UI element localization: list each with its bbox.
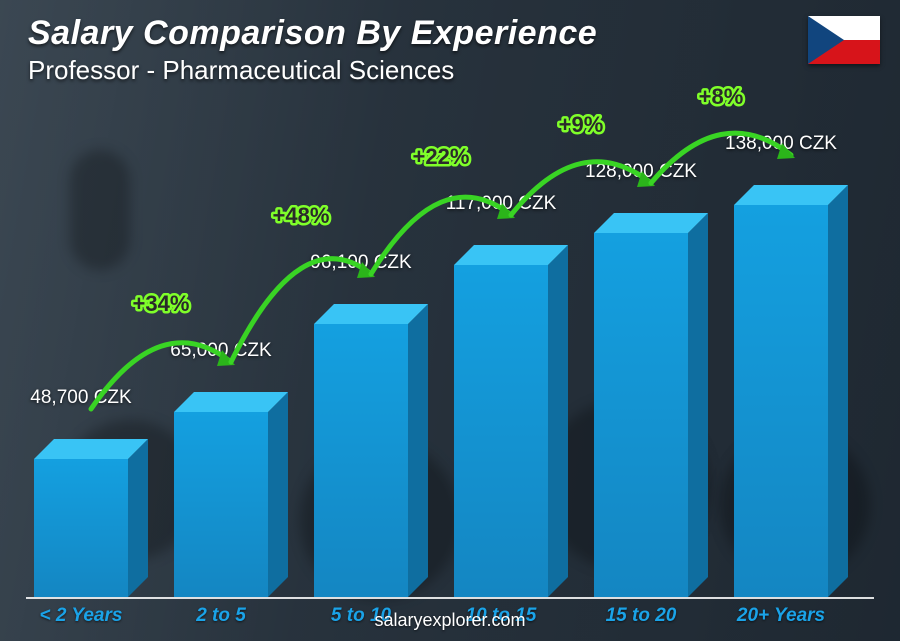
increase-arc-4: +8% +8% xyxy=(621,60,821,203)
flag-triangle-blue xyxy=(808,16,844,64)
svg-text:+8%: +8% xyxy=(699,84,744,109)
flag-czech xyxy=(808,16,880,64)
svg-text:+9%: +9% xyxy=(559,112,604,137)
svg-text:+22%: +22% xyxy=(413,144,470,169)
svg-text:+48%: +48% xyxy=(273,203,330,228)
infographic-stage: Salary Comparison By Experience Professo… xyxy=(0,0,900,641)
bar-0: 48,700 CZK< 2 Years xyxy=(34,439,128,597)
footer-source: salaryexplorer.com xyxy=(0,610,900,631)
bar-5: 138,000 CZK20+ Years xyxy=(734,185,828,597)
page-subtitle: Professor - Pharmaceutical Sciences xyxy=(28,55,597,86)
title-block: Salary Comparison By Experience Professo… xyxy=(28,14,597,86)
x-axis-line xyxy=(26,597,874,599)
bar-3: 117,000 CZK10 to 15 xyxy=(454,245,548,597)
bar-chart: 48,700 CZK< 2 Years65,000 CZK2 to 596,10… xyxy=(26,97,874,597)
page-title: Salary Comparison By Experience xyxy=(28,14,597,53)
bar-4: 128,000 CZK15 to 20 xyxy=(594,213,688,597)
svg-text:+34%: +34% xyxy=(133,291,190,316)
